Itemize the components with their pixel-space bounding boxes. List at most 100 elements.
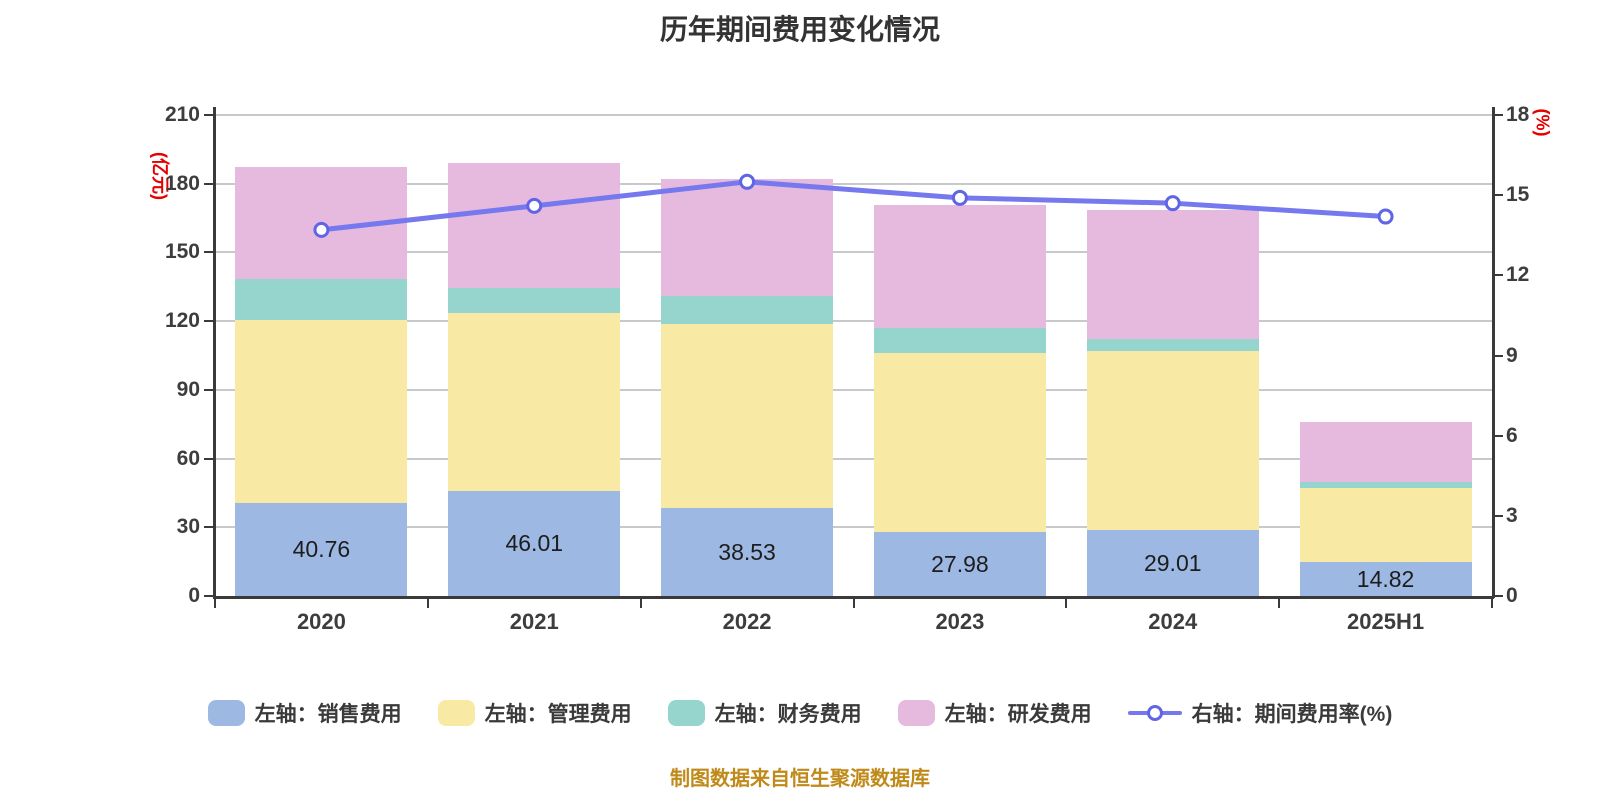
bar-2023-segment [873, 352, 1046, 532]
bar-2023-segment [873, 531, 1046, 596]
bar-2024-segment [1086, 529, 1259, 596]
x-axis-tick [426, 596, 429, 608]
gridline-150 [215, 251, 1492, 254]
left-axis-tick-label: 210 [164, 103, 200, 126]
bar-2020-segment [235, 320, 408, 503]
right-axis-tick-label: 18 [1506, 103, 1530, 126]
bar-2023-segment [873, 327, 1046, 353]
bar-2025H1-segment [1299, 562, 1472, 596]
rate-line-marker [739, 173, 756, 190]
bar-value-label: 27.98 [931, 550, 989, 577]
x-axis-category-label: 2020 [296, 609, 346, 634]
bar-value-label: 46.01 [505, 530, 564, 557]
legend-line-marker-icon [1127, 700, 1182, 726]
rate-line-marker [526, 197, 543, 214]
rate-line-path [318, 179, 1389, 233]
right-axis-tick [1494, 595, 1503, 597]
left-axis-tick [204, 595, 213, 597]
right-axis-tick-label: 3 [1506, 503, 1518, 527]
x-axis-category-label: 2022 [722, 609, 772, 634]
right-axis-tick-label: 0 [1506, 584, 1518, 607]
bar-2021-segment [448, 163, 621, 289]
bar-2025H1-segment [1299, 421, 1472, 482]
bar-2025H1-segment [1299, 488, 1472, 563]
gridline-180 [215, 182, 1492, 185]
right-axis-tick-label: 9 [1506, 343, 1518, 367]
bar-2020-segment [235, 502, 408, 596]
x-axis-tick [852, 596, 855, 608]
left-axis-tick-label: 30 [176, 515, 200, 539]
legend-item-5[interactable]: 右轴：期间费用率(%) [1127, 698, 1393, 728]
right-axis-tick [1494, 274, 1503, 277]
chart-title: 历年期间费用变化情况 [659, 14, 940, 45]
bar-2022-segment [661, 507, 834, 596]
left-axis-tick [204, 251, 213, 254]
legend-label: 左轴：财务费用 [714, 703, 862, 726]
legend-item-2[interactable]: 左轴：管理费用 [437, 698, 632, 728]
right-axis-tick-label: 15 [1506, 183, 1530, 207]
rate-line-marker [951, 189, 968, 206]
legend-line-dot [1146, 705, 1163, 721]
bar-value-label: 38.53 [718, 538, 776, 565]
rate-line-marker [1164, 195, 1181, 212]
bar-2022-segment [661, 179, 834, 296]
left-axis-tick-label: 60 [176, 446, 200, 470]
x-axis-category-label: 2021 [509, 609, 559, 634]
bar-2025H1-segment [1299, 481, 1472, 489]
gridline-60 [215, 457, 1492, 460]
rate-line-marker [1377, 208, 1394, 225]
legend-swatch-icon [667, 700, 705, 726]
bar-2020-segment [235, 279, 408, 321]
legend-item-3[interactable]: 左轴：财务费用 [667, 698, 862, 728]
left-axis-tick-label: 0 [188, 584, 200, 607]
right-axis-tick-label: 12 [1506, 263, 1530, 287]
bar-2021-segment [448, 313, 621, 491]
gridline-30 [215, 526, 1492, 529]
legend-swatch-icon [437, 700, 475, 726]
bar-2022-segment [661, 323, 834, 508]
bar-2024-segment [1086, 209, 1259, 340]
bar-2024-segment [1086, 350, 1259, 530]
gridline-120 [215, 320, 1492, 323]
gridline-210 [215, 114, 1492, 116]
x-axis-tick [639, 596, 642, 608]
bar-value-label: 14.82 [1356, 566, 1415, 593]
legend-label: 左轴：销售费用 [254, 703, 402, 726]
x-axis-tick [1065, 596, 1068, 608]
right-axis-tick [1494, 354, 1503, 357]
left-axis-tick-label: 90 [176, 377, 200, 401]
left-axis-tick [204, 320, 213, 323]
right-axis-tick [1494, 194, 1503, 197]
legend: 左轴：销售费用 左轴：管理费用 左轴：财务费用 左轴：研发费用 右轴：期间费用率(%) [0, 698, 1600, 728]
bar-2024-segment [1086, 339, 1259, 351]
right-axis-line [1492, 107, 1495, 598]
legend-item-4[interactable]: 左轴：研发费用 [897, 698, 1092, 728]
legend-label: 左轴：研发费用 [944, 703, 1092, 726]
left-axis-tick-label: 180 [164, 171, 200, 195]
left-axis-line [213, 107, 216, 598]
left-axis-tick [204, 457, 213, 460]
right-axis-tick [1494, 514, 1503, 517]
left-axis-tick-label: 150 [164, 240, 200, 264]
left-axis-tick [204, 526, 213, 529]
right-axis-tick-label: 6 [1506, 423, 1518, 447]
x-axis-tick [214, 596, 216, 608]
legend-item-1[interactable]: 左轴：销售费用 [207, 698, 402, 728]
x-axis-category-label: 2023 [935, 609, 985, 634]
bar-value-label: 40.76 [292, 536, 351, 563]
x-axis-category-label: 2025H1 [1347, 609, 1425, 634]
data-source-note: 制图数据来自恒生聚源数据库 [670, 768, 930, 790]
bar-2022-segment [661, 295, 834, 324]
right-axis-tick [1494, 434, 1503, 437]
left-axis-tick [204, 388, 213, 391]
bar-2021-segment [448, 288, 621, 314]
legend-label: 右轴：期间费用率(%) [1191, 703, 1393, 726]
bar-value-label: 29.01 [1143, 549, 1202, 576]
legend-swatch-icon [897, 700, 935, 726]
rate-line-marker [313, 221, 330, 238]
left-axis-tick [204, 114, 213, 116]
legend-label: 左轴：管理费用 [484, 703, 632, 726]
bar-2021-segment [448, 490, 621, 596]
